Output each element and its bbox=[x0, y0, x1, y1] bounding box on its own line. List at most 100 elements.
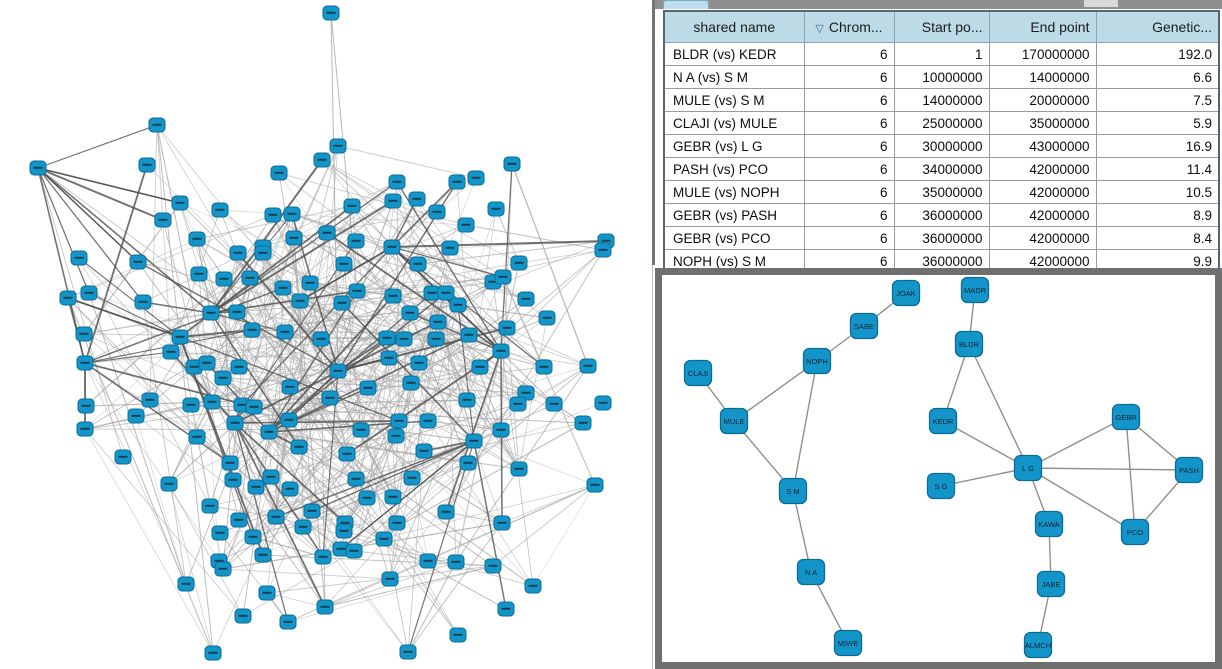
edge-GEBR-PCO[interactable] bbox=[1125, 416, 1136, 533]
edge-BLDR-L G[interactable] bbox=[968, 343, 1029, 469]
cell-value[interactable]: 14000000 bbox=[988, 65, 1097, 89]
cell-shared-name[interactable]: PASH (vs) PCO bbox=[663, 157, 805, 181]
edge-KEDR-L G[interactable] bbox=[942, 420, 1029, 469]
node-KEDR[interactable]: KEDR bbox=[928, 407, 958, 435]
cell-value[interactable]: 42000000 bbox=[988, 157, 1097, 181]
node-L G[interactable]: L G bbox=[1013, 454, 1043, 482]
subnetwork-panel: JOAK MADR SABE BLDR NOPH CLAJI KEDR GEBR MULE L G… bbox=[655, 268, 1222, 669]
node-MADR[interactable]: MADR bbox=[960, 276, 990, 304]
node-SABE[interactable]: SABE bbox=[849, 312, 879, 340]
node-KAWA[interactable]: KAWA bbox=[1034, 510, 1064, 538]
table-row[interactable]: PASH (vs) PCO 6 34000000 42000000 11.4 bbox=[663, 157, 1220, 181]
table-row[interactable]: CLAJI (vs) MULE 6 25000000 35000000 5.9 bbox=[663, 111, 1220, 135]
cell-shared-name[interactable]: BLDR (vs) KEDR bbox=[663, 42, 805, 66]
cell-value[interactable]: 8.9 bbox=[1095, 203, 1220, 227]
edge-NOPH-MULE[interactable] bbox=[733, 360, 818, 422]
node-S G[interactable]: S G bbox=[926, 472, 956, 500]
main-network-canvas[interactable] bbox=[0, 0, 652, 669]
cell-shared-name[interactable]: MULE (vs) NOPH bbox=[663, 180, 805, 204]
node-CLAJI[interactable]: CLAJI bbox=[683, 359, 713, 387]
cell-value[interactable]: 6 bbox=[803, 157, 895, 181]
cell-value[interactable]: 6.6 bbox=[1095, 65, 1220, 89]
cell-value[interactable]: 42000000 bbox=[988, 203, 1097, 227]
node-PASH[interactable]: PASH bbox=[1174, 456, 1204, 484]
node-label: SABE bbox=[854, 322, 874, 331]
node-N A[interactable]: N A bbox=[796, 558, 826, 586]
cell-value[interactable]: 192.0 bbox=[1095, 42, 1220, 66]
cell-value[interactable]: 170000000 bbox=[988, 42, 1097, 66]
cell-value[interactable]: 42000000 bbox=[988, 180, 1097, 204]
cell-value[interactable]: 6 bbox=[803, 111, 895, 135]
cell-value[interactable]: 6 bbox=[803, 134, 895, 158]
cell-value[interactable]: 34000000 bbox=[893, 157, 990, 181]
cell-shared-name[interactable]: GEBR (vs) L G bbox=[663, 134, 805, 158]
cell-value[interactable]: 8.4 bbox=[1095, 226, 1220, 250]
table-row[interactable]: GEBR (vs) PASH 6 36000000 42000000 8.9 bbox=[663, 203, 1220, 227]
table-row[interactable]: N A (vs) S M 6 10000000 14000000 6.6 bbox=[663, 65, 1220, 89]
edge-L G-GEBR[interactable] bbox=[1027, 416, 1127, 469]
column-header-chromosome[interactable]: ▽ Chrom... bbox=[803, 10, 895, 43]
cell-value[interactable]: 5.9 bbox=[1095, 111, 1220, 135]
cell-value[interactable]: 43000000 bbox=[988, 134, 1097, 158]
node-label-smudge bbox=[84, 291, 94, 294]
node-MIWE[interactable]: MIWE bbox=[833, 629, 863, 657]
column-header-shared-name[interactable]: shared name bbox=[663, 10, 805, 43]
node-S M[interactable]: S M bbox=[778, 477, 808, 505]
column-header-start-position[interactable]: Start po... bbox=[893, 10, 990, 43]
column-header-genetic[interactable]: Genetic... bbox=[1095, 10, 1220, 43]
cell-value[interactable]: 6 bbox=[803, 65, 895, 89]
table-row[interactable]: GEBR (vs) PCO 6 36000000 42000000 8.4 bbox=[663, 226, 1220, 250]
cell-shared-name[interactable]: CLAJI (vs) MULE bbox=[663, 111, 805, 135]
cell-value[interactable]: 6 bbox=[803, 203, 895, 227]
node-label-smudge bbox=[391, 434, 401, 437]
edge-S M-N A[interactable] bbox=[792, 490, 812, 573]
cell-value[interactable]: 35000000 bbox=[988, 111, 1097, 135]
table-row[interactable]: MULE (vs) S M 6 14000000 20000000 7.5 bbox=[663, 88, 1220, 112]
node-JOAK[interactable]: JOAK bbox=[891, 279, 921, 307]
edge-S G-L G[interactable] bbox=[940, 467, 1029, 487]
cell-shared-name[interactable]: N A (vs) S M bbox=[663, 65, 805, 89]
cell-value[interactable]: 36000000 bbox=[893, 226, 990, 250]
cell-value[interactable]: 10.5 bbox=[1095, 180, 1220, 204]
scrollbar-thumb[interactable] bbox=[1084, 0, 1118, 7]
cell-value[interactable]: 7.5 bbox=[1095, 88, 1220, 112]
cell-value[interactable]: 6 bbox=[803, 226, 895, 250]
table-row[interactable]: MULE (vs) NOPH 6 35000000 42000000 10.5 bbox=[663, 180, 1220, 204]
cell-value[interactable]: 30000000 bbox=[893, 134, 990, 158]
cell-value[interactable]: 10000000 bbox=[893, 65, 990, 89]
cell-shared-name[interactable]: GEBR (vs) PCO bbox=[663, 226, 805, 250]
cell-value[interactable]: 36000000 bbox=[893, 203, 990, 227]
edge-NOPH-S M[interactable] bbox=[792, 360, 818, 492]
node-JABE[interactable]: JABE bbox=[1036, 570, 1066, 598]
table-row[interactable]: BLDR (vs) KEDR 6 1 170000000 192.0 bbox=[663, 42, 1220, 66]
filter-icon[interactable]: ▽ bbox=[815, 23, 824, 35]
cell-shared-name[interactable]: MULE (vs) S M bbox=[663, 88, 805, 112]
cell-value[interactable]: 16.9 bbox=[1095, 134, 1220, 158]
subnetwork-canvas[interactable]: JOAK MADR SABE BLDR NOPH CLAJI KEDR GEBR MULE L G… bbox=[662, 275, 1215, 662]
column-header-end-point[interactable]: End point bbox=[988, 10, 1097, 43]
node-NOPH[interactable]: NOPH bbox=[802, 347, 832, 375]
cell-value[interactable]: 1 bbox=[893, 42, 990, 66]
node-label-smudge bbox=[496, 349, 506, 352]
edge-L G-PASH[interactable] bbox=[1027, 467, 1190, 471]
cell-value[interactable]: 25000000 bbox=[893, 111, 990, 135]
cell-value[interactable]: 14000000 bbox=[893, 88, 990, 112]
cell-value[interactable]: 35000000 bbox=[893, 180, 990, 204]
cell-value[interactable]: 6 bbox=[803, 42, 895, 66]
cell-value[interactable]: 42000000 bbox=[988, 226, 1097, 250]
table-row[interactable]: GEBR (vs) L G 6 30000000 43000000 16.9 bbox=[663, 134, 1220, 158]
edge-L G-PCO[interactable] bbox=[1027, 467, 1136, 533]
node-GEBR[interactable]: GEBR bbox=[1111, 403, 1141, 431]
cell-shared-name[interactable]: GEBR (vs) PASH bbox=[663, 203, 805, 227]
cell-value[interactable]: 6 bbox=[803, 180, 895, 204]
cell-value[interactable]: 20000000 bbox=[988, 88, 1097, 112]
node-BLDR[interactable]: BLDR bbox=[954, 330, 984, 358]
cell-value[interactable]: 6 bbox=[803, 88, 895, 112]
node-MULE[interactable]: MULE bbox=[719, 407, 749, 435]
table-tab-stub[interactable] bbox=[663, 0, 709, 9]
node-label: N A bbox=[805, 568, 817, 577]
cell-value[interactable]: 11.4 bbox=[1095, 157, 1220, 181]
table-scrollbar-track[interactable] bbox=[655, 0, 1222, 9]
node-PCO[interactable]: PCO bbox=[1120, 518, 1150, 546]
node-ALMCH[interactable]: ALMCH bbox=[1023, 631, 1053, 659]
